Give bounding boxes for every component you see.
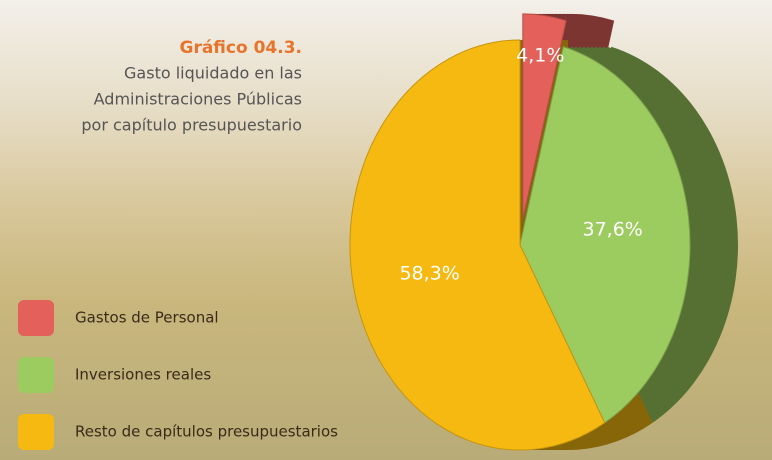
chart-title: Gráfico 04.3. [180, 38, 303, 58]
legend-label: Gastos de Personal [75, 309, 219, 327]
page: Gráfico 04.3. Gasto liquidado en las Adm… [0, 0, 772, 460]
data-label: 58,3% [399, 263, 459, 285]
chart-subtitle: Administraciones Públicas [94, 90, 302, 109]
legend-label: Resto de capítulos presupuestarios [75, 423, 338, 441]
data-label: 37,6% [583, 219, 643, 241]
legend-swatch [18, 414, 54, 450]
data-label: 4,1% [516, 45, 564, 67]
legend-swatch [18, 300, 54, 336]
legend-swatch [18, 357, 54, 393]
chart-subtitle: por capítulo presupuestario [81, 116, 302, 135]
chart: Gráfico 04.3. Gasto liquidado en las Adm… [0, 0, 772, 460]
chart-subtitle: Gasto liquidado en las [124, 64, 302, 83]
legend-label: Inversiones reales [75, 366, 211, 384]
